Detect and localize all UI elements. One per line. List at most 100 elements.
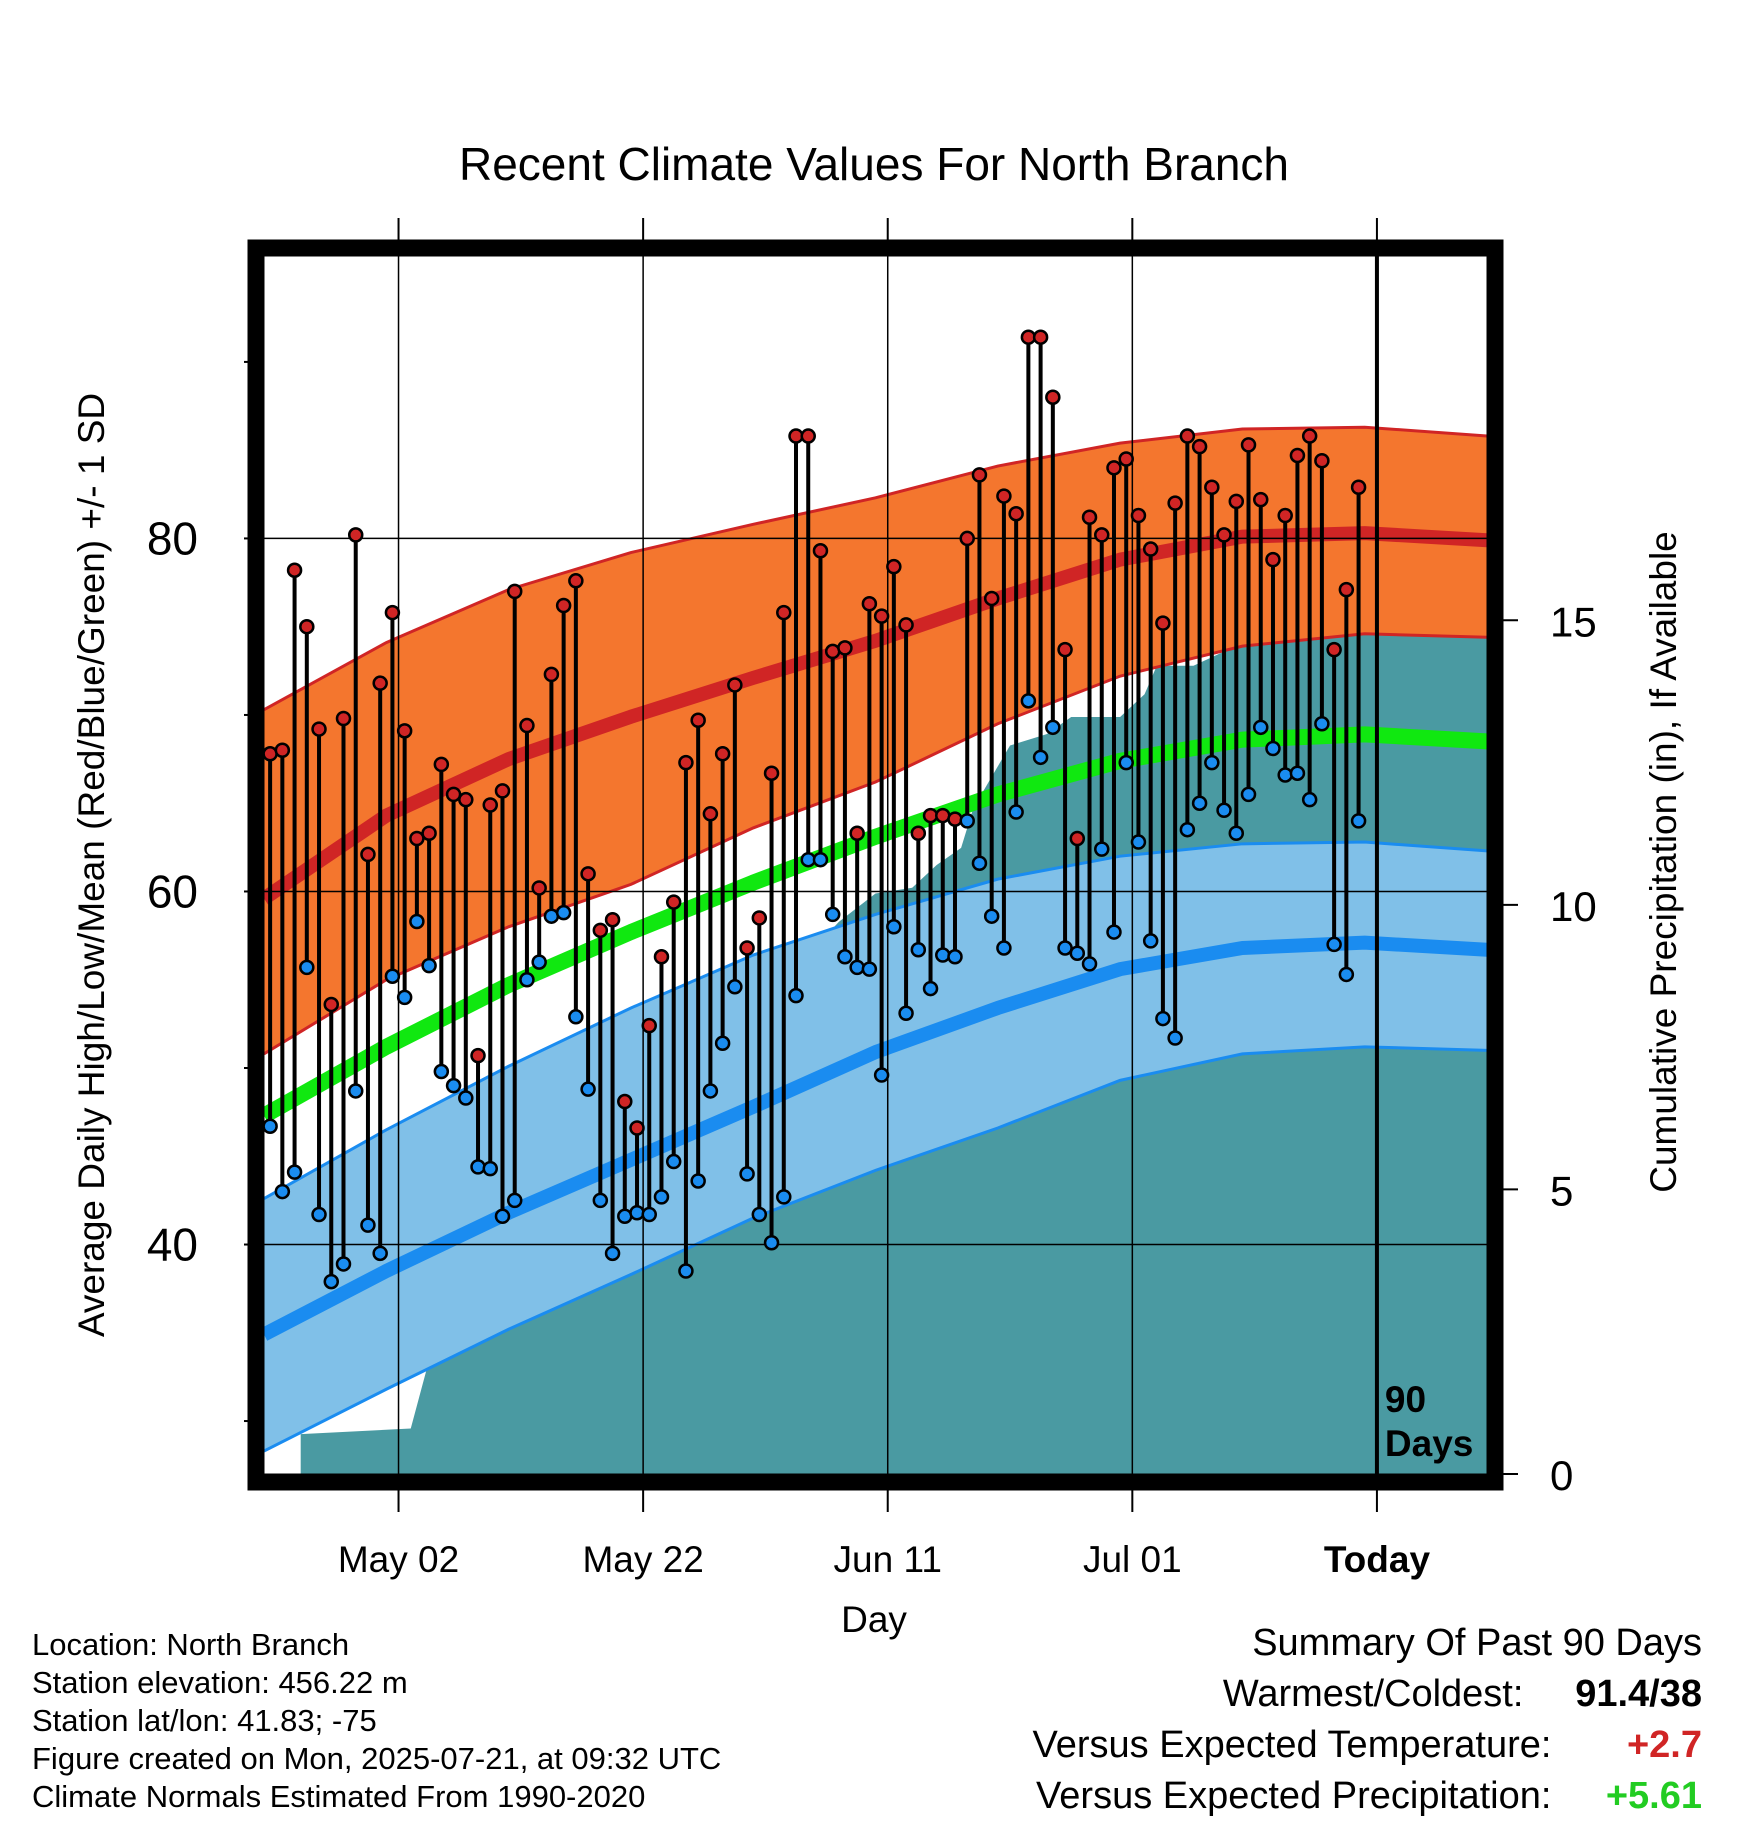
daily-low-point bbox=[983, 908, 1000, 924]
daily-high-point bbox=[458, 791, 474, 808]
chart-title: Recent Climate Values For North Branch bbox=[459, 138, 1289, 190]
daily-low-point bbox=[1032, 749, 1049, 766]
daily-low-point bbox=[898, 1005, 914, 1022]
daily-low-point bbox=[727, 979, 743, 995]
daily-high-point bbox=[1045, 389, 1061, 405]
daily-low-point bbox=[470, 1159, 486, 1175]
daily-low-point bbox=[580, 1081, 596, 1097]
low-normal-line bbox=[264, 935, 1487, 1341]
daily-low-point bbox=[286, 1164, 303, 1180]
daily-high-point bbox=[1081, 509, 1098, 526]
daily-low-point bbox=[849, 959, 865, 976]
daily-points bbox=[264, 329, 1367, 1290]
daily-high-point bbox=[1277, 507, 1293, 524]
summary-temp-label: Versus Expected Temperature: bbox=[1032, 1724, 1552, 1766]
daily-low-point bbox=[922, 980, 939, 997]
daily-low-point bbox=[396, 989, 413, 1006]
daily-high-point bbox=[543, 666, 560, 683]
summary-precip-row: Versus Expected Precipitation: +5.61 bbox=[1033, 1771, 1702, 1822]
daily-high-point bbox=[996, 488, 1012, 504]
daily-low-point bbox=[421, 957, 437, 974]
daily-low-point bbox=[482, 1160, 499, 1177]
daily-high-point bbox=[1240, 437, 1257, 453]
daily-low-point bbox=[458, 1090, 474, 1106]
daily-high-point bbox=[1069, 830, 1086, 847]
daily-high-point bbox=[1179, 428, 1196, 444]
daily-high-point bbox=[971, 467, 988, 483]
daily-high-point bbox=[1142, 541, 1159, 557]
daily-high-point bbox=[568, 573, 584, 589]
daily-low-point bbox=[824, 906, 841, 923]
daily-high-point bbox=[629, 1120, 645, 1136]
plot-frame bbox=[247, 239, 1504, 1491]
summary-warmest-label: Warmest/Coldest: bbox=[1222, 1673, 1524, 1715]
daily-high-point bbox=[873, 608, 890, 624]
daily-high-point bbox=[898, 617, 914, 633]
daily-low-point bbox=[665, 1153, 682, 1170]
summary-title: Summary Of Past 90 Days bbox=[1252, 1622, 1702, 1664]
daily-low-point bbox=[910, 941, 927, 958]
daily-low-point bbox=[1081, 956, 1098, 972]
daily-high-point bbox=[1338, 581, 1355, 598]
daily-low-point bbox=[629, 1204, 645, 1221]
low-sd-band-upper-edge bbox=[264, 840, 1487, 1200]
daily-low-point bbox=[678, 1263, 694, 1279]
daily-low-point bbox=[1240, 786, 1257, 803]
daily-low-point bbox=[641, 1206, 657, 1223]
daily-high-point bbox=[433, 756, 450, 773]
x-tick-label: May 22 bbox=[582, 1539, 703, 1580]
x-tick-label: Today bbox=[1324, 1539, 1431, 1580]
daily-low-point bbox=[739, 1166, 755, 1182]
daily-high-point bbox=[1204, 479, 1220, 495]
daily-high-point bbox=[445, 786, 462, 803]
daily-low-point bbox=[274, 1183, 291, 1200]
daily-low-point bbox=[311, 1206, 327, 1223]
daily-low-point bbox=[837, 949, 853, 965]
daily-high-point bbox=[470, 1047, 486, 1064]
daily-low-point bbox=[861, 961, 878, 977]
daily-low-point bbox=[653, 1189, 670, 1205]
daily-low-point bbox=[604, 1245, 621, 1262]
daily-high-point bbox=[323, 996, 340, 1013]
daily-high-point bbox=[763, 765, 780, 781]
daily-high-point bbox=[286, 562, 303, 578]
daily-low-point bbox=[384, 968, 401, 984]
daily-high-point bbox=[665, 894, 682, 910]
daily-high-point bbox=[1216, 527, 1232, 543]
daily-low-point bbox=[494, 1208, 511, 1225]
low-sd-band-lower-edge bbox=[264, 1045, 1487, 1453]
daily-high-point bbox=[372, 675, 388, 691]
daily-high-point bbox=[1314, 453, 1330, 469]
daily-high-point bbox=[861, 595, 878, 612]
high-sd-band-lower-edge bbox=[264, 632, 1487, 1056]
daily-high-point bbox=[531, 880, 547, 896]
daily-low-point bbox=[1252, 719, 1269, 736]
daily-low-point bbox=[1020, 693, 1037, 709]
high-normal-line bbox=[264, 526, 1487, 905]
daily-low-point bbox=[1167, 1030, 1183, 1046]
y-axis-label: Average Daily High/Low/Mean (Red/Blue/Gr… bbox=[71, 393, 112, 1337]
daily-low-point bbox=[1008, 804, 1024, 820]
daily-low-point bbox=[1191, 795, 1208, 811]
daily-low-point bbox=[555, 904, 572, 921]
daily-low-point bbox=[531, 954, 547, 970]
daily-low-point bbox=[1142, 933, 1159, 949]
y-tick-label: 40 bbox=[147, 1219, 198, 1271]
daily-high-point bbox=[384, 604, 401, 621]
daily-low-point bbox=[996, 940, 1012, 956]
daily-low-point bbox=[445, 1077, 462, 1094]
daily-high-point bbox=[983, 590, 1000, 607]
daily-low-point bbox=[1045, 719, 1061, 736]
daily-high-point bbox=[910, 825, 927, 841]
x-tick-label: May 02 bbox=[338, 1539, 459, 1580]
daily-high-point bbox=[1191, 438, 1208, 455]
daily-low-point bbox=[1326, 936, 1342, 953]
summary-temp-row: Versus Expected Temperature: +2.7 bbox=[1033, 1720, 1702, 1771]
daily-low-point bbox=[886, 919, 902, 935]
daily-high-point bbox=[727, 677, 743, 693]
info-created: Figure created on Mon, 2025-07-21, at 09… bbox=[32, 1741, 722, 1776]
daily-low-point bbox=[1265, 740, 1281, 757]
daily-low-point bbox=[935, 947, 951, 963]
